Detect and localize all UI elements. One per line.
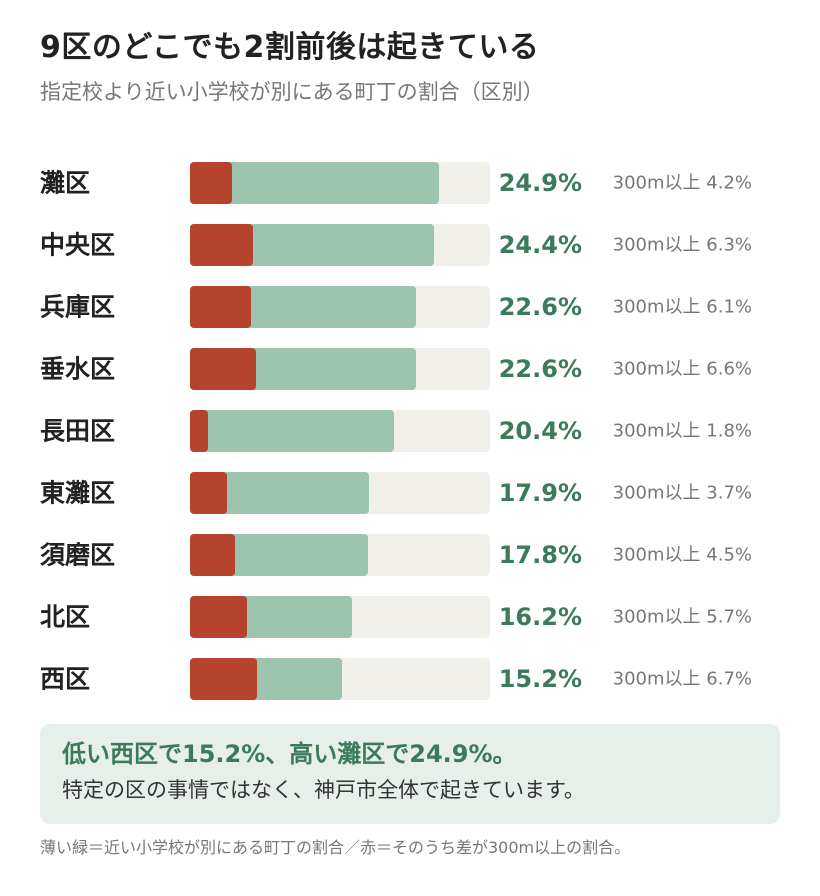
district-label: 長田区 [40,417,115,446]
district-label: 兵庫区 [40,293,115,322]
bar-near-school [190,162,439,204]
percent-label: 16.2% [499,603,582,631]
over-300m-label: 300m以上 4.5% [613,545,752,566]
bar-chart: 灘区 24.9% 300m以上 4.2% 中央区 24.4% 300m以上 6.3% 兵庫区… [40,162,752,700]
percent-label: 17.8% [499,541,582,569]
over-300m-label: 300m以上 6.6% [613,359,752,380]
bar-over-300m [190,472,227,514]
over-300m-label: 300m以上 4.2% [613,173,752,194]
percent-label: 24.4% [499,231,582,259]
percent-label: 15.2% [499,665,582,693]
callout-body: 特定の区の事情ではなく、神戸市全体で起きています。 [62,778,585,802]
legend-footnote: 薄い緑＝近い小学校が別にある町丁の割合／赤＝そのうち差が300m以上の割合。 [40,838,631,857]
district-label: 西区 [40,665,90,694]
bar-near-school [190,410,394,452]
bar-near-school [190,472,369,514]
district-label: 灘区 [40,169,90,198]
percent-label: 22.6% [499,355,582,383]
bar-over-300m [190,224,253,266]
bar-over-300m [190,596,247,638]
bar-over-300m [190,348,256,390]
bar-over-300m [190,658,257,700]
over-300m-label: 300m以上 6.7% [613,669,752,690]
percent-label: 17.9% [499,479,582,507]
bar-over-300m [190,534,235,576]
bar-over-300m [190,410,208,452]
chart-subtitle: 指定校より近い小学校が別にある町丁の割合（区別） [40,80,544,104]
district-label: 中央区 [40,231,115,260]
percent-label: 22.6% [499,293,582,321]
percent-label: 24.9% [499,169,582,197]
district-label: 北区 [40,603,90,632]
district-label: 須磨区 [40,541,115,570]
district-label: 東灘区 [40,479,115,508]
chart-title: 9区のどこでも2割前後は起きている [40,30,540,65]
over-300m-label: 300m以上 5.7% [613,607,752,628]
bar-over-300m [190,286,251,328]
summary-callout: 低い西区で15.2%、高い灘区で24.9%。 特定の区の事情ではなく、神戸市全体… [40,724,780,824]
callout-headline: 低い西区で15.2%、高い灘区で24.9%。 [62,740,517,768]
bar-over-300m [190,162,232,204]
district-label: 垂水区 [40,355,115,384]
over-300m-label: 300m以上 6.1% [613,297,752,318]
over-300m-label: 300m以上 6.3% [613,235,752,256]
percent-label: 20.4% [499,417,582,445]
over-300m-label: 300m以上 1.8% [613,421,752,442]
over-300m-label: 300m以上 3.7% [613,483,752,504]
